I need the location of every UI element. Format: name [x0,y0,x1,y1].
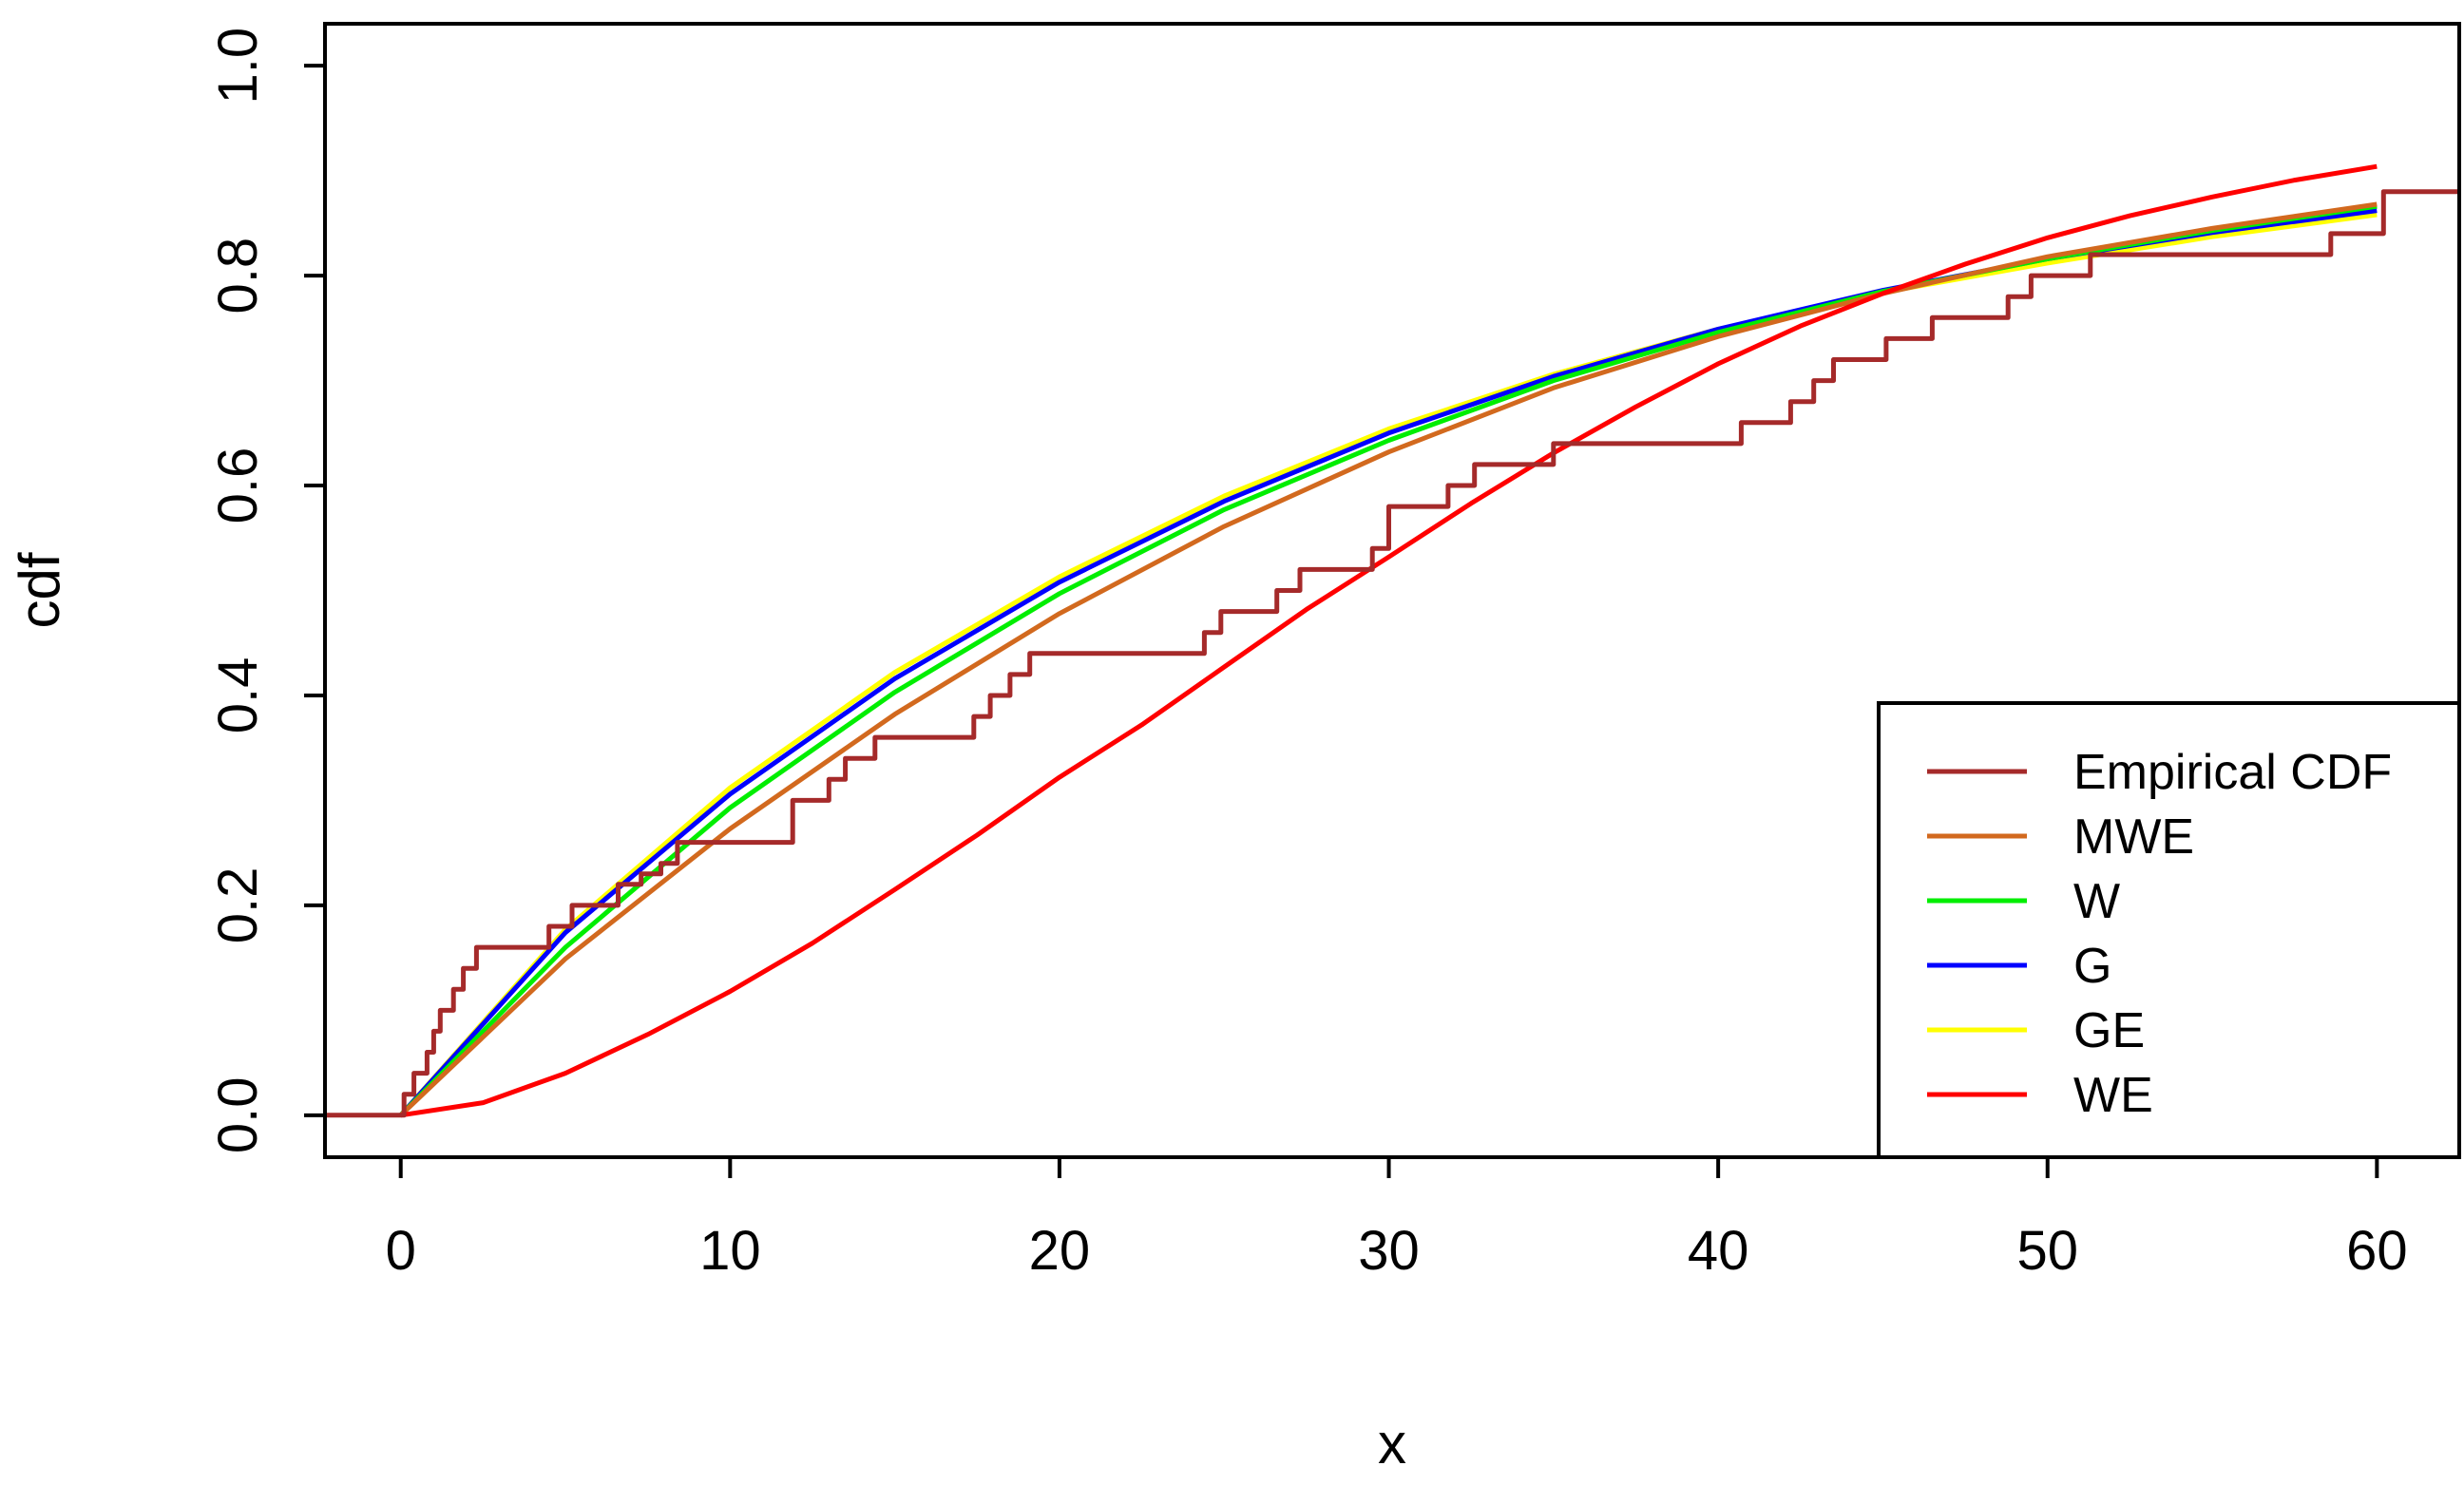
legend-label-w: W [2073,874,2120,929]
series-line-mwe [398,201,2378,1117]
series-line-empirical-cdf [325,189,2459,1118]
y-tick-label: 0.2 [207,867,269,944]
legend-box [1877,701,2461,1159]
x-tick-label: 60 [2346,1220,2408,1282]
y-tick-label: 0.6 [207,447,269,524]
y-tick-label: 0.4 [207,657,269,734]
x-tick-label: 20 [1029,1220,1091,1282]
series-layer [325,163,2459,1118]
x-tick-label: 30 [1358,1220,1420,1282]
legend: Empirical CDF MWE WG GE WE [1877,701,2461,1159]
x-axis-title: x [1378,1412,1406,1475]
legend-label-g: G [2073,939,2111,994]
series-line-we [400,163,2378,1118]
x-tick-label: 10 [699,1220,761,1282]
legend-label-ge: GE [2073,1003,2145,1058]
x-tick-label: 40 [1688,1220,1749,1282]
y-tick-label: 0.8 [207,238,269,314]
x-tick-label: 0 [386,1220,416,1282]
axes-layer: 0 10 20 30 40 50 60 0.0 0.2 0.4 0.6 0.8 1.0 [207,28,2408,1282]
legend-label-mwe: MWE [2073,809,2194,865]
legend-label-we: WE [2073,1068,2153,1123]
x-tick-label: 50 [2016,1220,2078,1282]
y-axis-title: cdf [8,552,71,628]
series-line-ge [398,212,2378,1117]
plot-frame [323,22,2461,1159]
legend-label-empirical-cdf: Empirical CDF [2073,745,2392,800]
y-tick-label: 0.0 [207,1076,269,1153]
y-tick-label: 1.0 [207,28,269,105]
